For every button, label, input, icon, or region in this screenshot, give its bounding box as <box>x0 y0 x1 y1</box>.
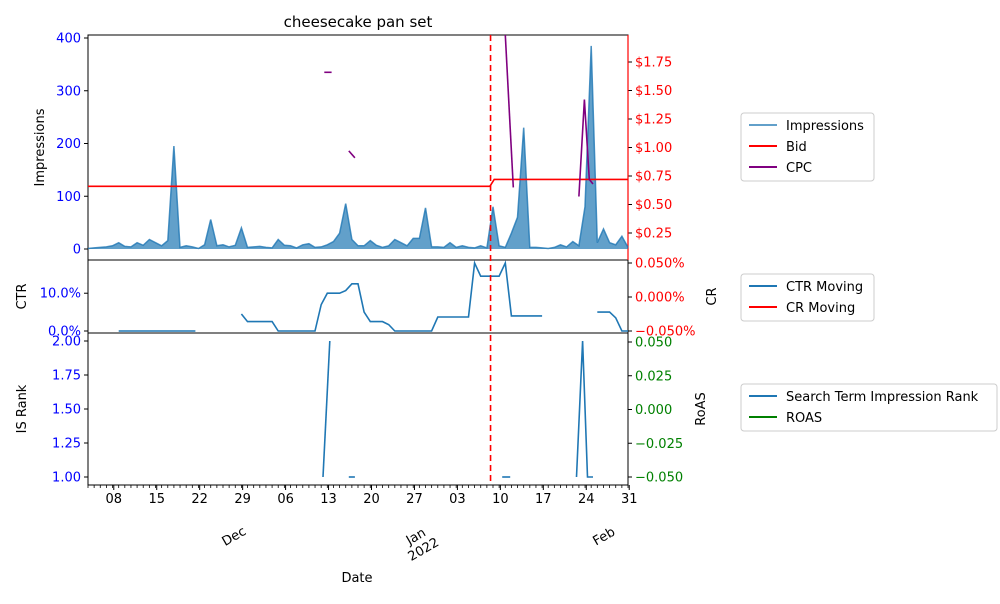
x-tick-label: 24 <box>578 492 595 507</box>
x-tick-label: 20 <box>363 492 380 507</box>
left-tick-label: 400 <box>56 32 81 47</box>
left-tick-label: 0 <box>73 243 81 258</box>
bid-line <box>88 178 628 188</box>
right-tick-label: 0.050 <box>635 336 672 351</box>
x-tick-label: 08 <box>105 492 122 507</box>
right-tick-label: $0.50 <box>635 198 672 213</box>
legend-label: Search Term Impression Rank <box>786 390 979 405</box>
right-tick-label: $0.25 <box>635 227 672 242</box>
x-tick-label: 13 <box>320 492 337 507</box>
right-tick-label: 0.000% <box>635 291 685 306</box>
x-tick-label: 03 <box>449 492 466 507</box>
right-axis-label: CR <box>705 287 720 305</box>
legend-box <box>740 112 875 182</box>
legend-label: Impressions <box>786 119 864 134</box>
legend-label: CR Moving <box>786 301 855 316</box>
right-tick-label: $1.50 <box>635 84 672 99</box>
left-axis-label: Impressions <box>33 108 48 186</box>
right-tick-label: −0.050 <box>635 471 683 486</box>
impression-rank-segment <box>575 340 593 478</box>
x-tick-label: 17 <box>535 492 552 507</box>
right-tick-label: −0.050% <box>635 325 695 340</box>
x-tick-label: 10 <box>492 492 509 507</box>
legend-box <box>740 383 998 432</box>
cpc-segment <box>504 34 515 188</box>
x-month-label: Dec <box>220 524 249 550</box>
impressions-line <box>87 45 629 250</box>
legend-label: CTR Moving <box>786 280 863 295</box>
x-tick-label: 27 <box>406 492 423 507</box>
chart-title: cheesecake pan set <box>284 13 433 31</box>
x-tick-label: 29 <box>234 492 251 507</box>
legend-label: Bid <box>786 140 807 155</box>
right-tick-label: 0.025 <box>635 369 672 384</box>
right-tick-label: $0.75 <box>635 170 672 185</box>
x-axis-label: Date <box>341 571 372 586</box>
cpc-segment <box>348 150 356 159</box>
cpc-segment <box>578 99 594 197</box>
x-tick-label: 31 <box>621 492 638 507</box>
left-tick-label: 0.0% <box>48 325 81 340</box>
ctr-moving-segment <box>240 260 543 332</box>
right-tick-label: 0.000 <box>635 403 672 418</box>
x-month-label: Jan2022 <box>398 522 442 565</box>
x-tick-label: 06 <box>277 492 294 507</box>
legend-label: ROAS <box>786 411 822 426</box>
x-month-label-line: Dec <box>220 524 249 550</box>
x-tick-label: 15 <box>148 492 165 507</box>
right-tick-label: $1.25 <box>635 113 672 128</box>
left-tick-label: 200 <box>56 137 81 152</box>
left-tick-label: 10.0% <box>40 287 81 302</box>
panel-frame-1 <box>87 259 629 334</box>
left-tick-label: 2.00 <box>52 335 81 350</box>
left-tick-label: 300 <box>56 84 81 99</box>
right-tick-label: 0.050% <box>635 257 685 272</box>
x-month-label: Feb <box>591 525 618 550</box>
legend-label: CPC <box>786 161 812 176</box>
right-tick-label: −0.025 <box>635 437 683 452</box>
impression-rank-segment <box>322 340 331 478</box>
right-axis-label: RoAS <box>694 392 709 426</box>
panel-frame-2 <box>87 332 629 486</box>
ctr-moving-segment <box>597 311 628 332</box>
right-tick-label: $1.00 <box>635 141 672 156</box>
left-tick-label: 100 <box>56 190 81 205</box>
right-tick-label: $1.75 <box>635 56 672 71</box>
left-tick-label: 1.00 <box>52 471 81 486</box>
left-tick-label: 1.25 <box>52 437 81 452</box>
left-axis-label: CTR <box>15 283 30 309</box>
left-tick-label: 1.50 <box>52 403 81 418</box>
x-month-label-line: Feb <box>591 525 618 550</box>
x-tick-label: 22 <box>191 492 208 507</box>
left-axis-label: IS Rank <box>15 384 30 433</box>
left-tick-label: 1.75 <box>52 369 81 384</box>
